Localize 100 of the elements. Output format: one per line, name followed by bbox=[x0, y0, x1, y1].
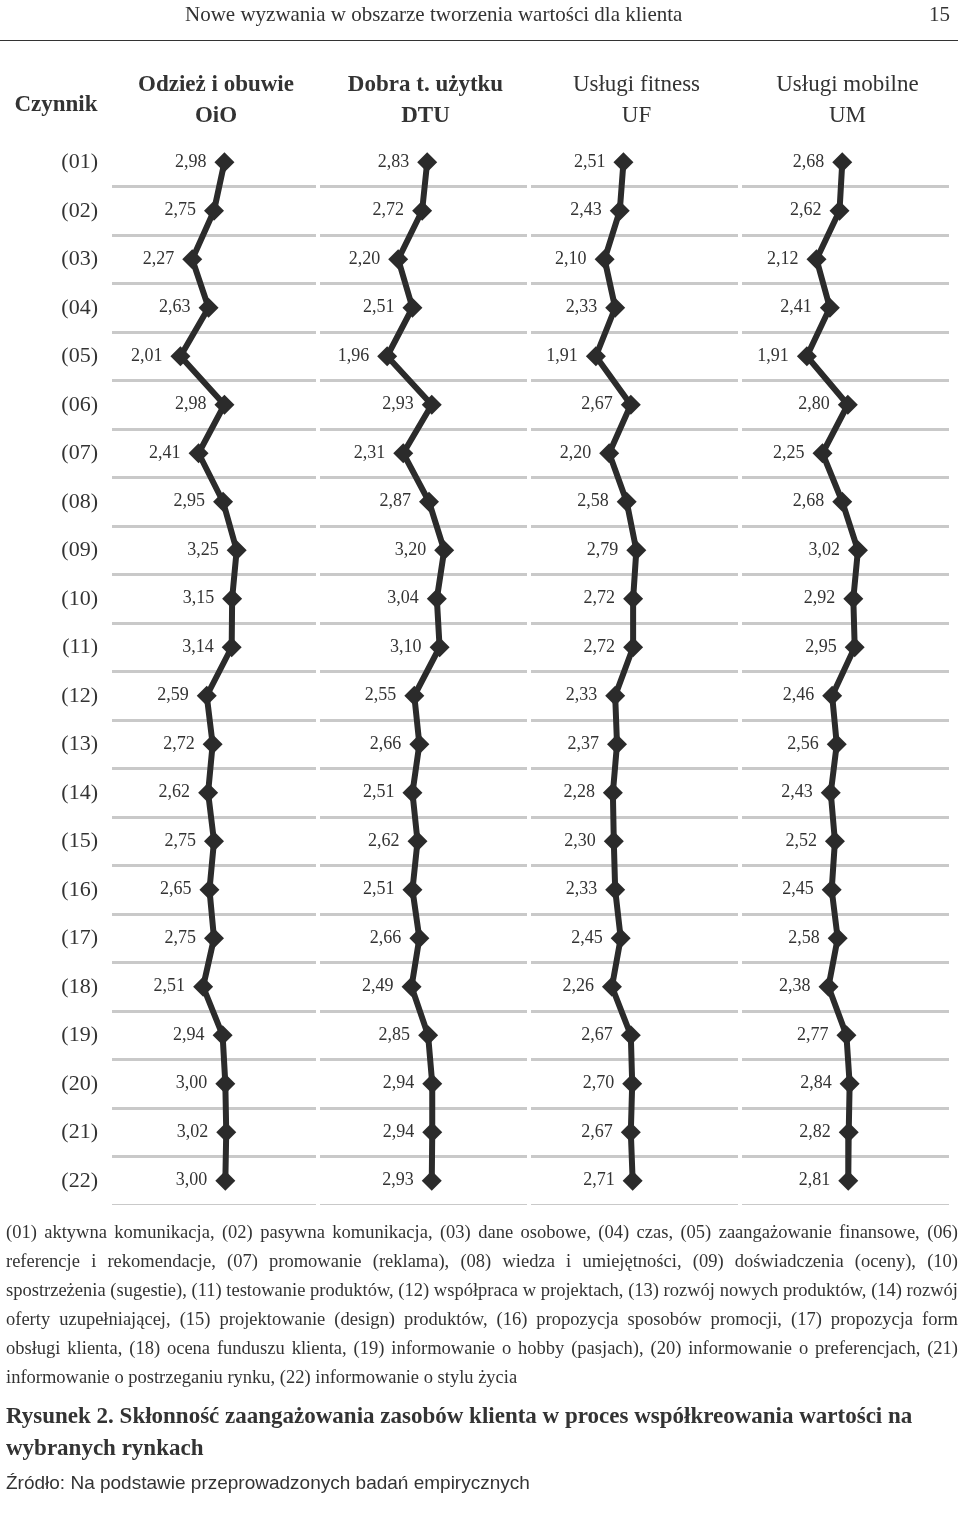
point bbox=[407, 831, 428, 852]
text: (01) aktywna komunikacja, (02) pasywna komunikacja, (03) dane osobowe, (04) czas, (05) zaangażowanie finansowe, (06) referencje i rekomendacje, (07) promowanie (reklama), (08) wiedza i umiejętności, (09) doświadczenia (oceny), (10) spostrzeżenia (sugestie), (11) testowanie produktów, (12) współpraca w projektach, (13) rozwój nowych produktów, (14) rozwój oferty uzupełniającej, (15) projektowanie (design) produktów, (16) propozycja sposobów promocji, (17) propozycja form obsługi klienta, (18) ocena funduszu klienta, (19) informowanie o hobby (pasjach), (20) informowanie o preferencjach, (21) informowanie o postrzeganiu rynku, (22) informowanie o stylu życia bbox=[6, 1221, 958, 1389]
data-label: 2,37 bbox=[567, 732, 600, 753]
y-tick-label: (13) bbox=[61, 730, 98, 756]
data-label: 2,59 bbox=[157, 684, 189, 705]
point bbox=[393, 443, 414, 464]
data-label: 2,55 bbox=[364, 684, 397, 705]
data-label: 2,58 bbox=[577, 490, 609, 511]
data-label: 2,72 bbox=[372, 199, 405, 220]
point bbox=[824, 831, 845, 852]
y-tick-label: (17) bbox=[61, 924, 98, 950]
point bbox=[838, 1122, 859, 1143]
point bbox=[421, 1170, 442, 1191]
y-tick-label: (18) bbox=[61, 972, 98, 998]
text: 15 bbox=[929, 2, 950, 27]
point bbox=[605, 685, 626, 706]
point bbox=[421, 394, 442, 415]
data-label: 2,95 bbox=[805, 635, 837, 656]
y-tick-label: (06) bbox=[61, 390, 98, 416]
data-label: 2,43 bbox=[570, 199, 602, 220]
data-label: 2,72 bbox=[583, 635, 616, 656]
point bbox=[620, 394, 641, 415]
point bbox=[198, 782, 219, 803]
text: Nowe wyzwania w obszarze tworzenia wartości dla klienta bbox=[185, 2, 683, 27]
point bbox=[812, 443, 833, 464]
point bbox=[402, 879, 423, 900]
point bbox=[847, 540, 868, 561]
point bbox=[827, 928, 848, 949]
y-tick-label: (08) bbox=[61, 487, 98, 513]
data-label: 2,81 bbox=[798, 1169, 831, 1190]
data-label: 2,51 bbox=[153, 975, 186, 996]
data-label: 2,51 bbox=[362, 296, 395, 317]
point bbox=[610, 928, 631, 949]
data-label: 2,85 bbox=[378, 1023, 411, 1044]
point bbox=[199, 879, 220, 900]
data-label: 2,80 bbox=[798, 393, 830, 414]
point bbox=[622, 1073, 643, 1094]
point bbox=[796, 346, 817, 367]
y-tick-label: (22) bbox=[61, 1166, 98, 1192]
text: Rysunek 2. Skłonność zaangażowania zasobów klienta w proces współkreowania wartości na wybranych rynkach bbox=[6, 1402, 914, 1462]
point bbox=[821, 879, 842, 900]
point bbox=[837, 394, 858, 415]
point bbox=[193, 976, 214, 997]
point bbox=[377, 346, 398, 367]
point bbox=[204, 200, 224, 221]
y-tick-label: (11) bbox=[62, 633, 98, 659]
y-tick-label: (01) bbox=[61, 148, 98, 174]
data-label: 3,00 bbox=[175, 1072, 208, 1093]
y-tick-label: (10) bbox=[61, 584, 98, 610]
point bbox=[826, 734, 847, 755]
point bbox=[402, 782, 423, 803]
data-label: 2,83 bbox=[377, 150, 410, 171]
point bbox=[422, 1073, 443, 1094]
point bbox=[222, 588, 243, 609]
data-label: 2,38 bbox=[778, 975, 811, 996]
data-label: 2,98 bbox=[174, 393, 207, 414]
data-label: 2,45 bbox=[571, 926, 603, 947]
data-label: 3,25 bbox=[187, 538, 219, 559]
point bbox=[388, 249, 409, 270]
y-tick-label: (05) bbox=[61, 342, 98, 368]
point bbox=[605, 297, 626, 318]
data-label: 2,75 bbox=[164, 926, 196, 947]
y-tick-label: (15) bbox=[61, 827, 98, 853]
data-label: 2,87 bbox=[379, 490, 412, 511]
data-label: 2,49 bbox=[362, 975, 394, 996]
point bbox=[585, 346, 606, 367]
y-tick-label: (02) bbox=[61, 196, 98, 222]
point bbox=[412, 200, 433, 221]
data-label: 2,68 bbox=[792, 150, 825, 171]
data-label: 1,96 bbox=[337, 344, 370, 365]
data-label: 2,72 bbox=[583, 587, 616, 608]
data-label: 2,33 bbox=[565, 296, 598, 317]
point bbox=[620, 1122, 641, 1143]
data-label: 2,84 bbox=[800, 1072, 832, 1093]
data-label: 2,94 bbox=[382, 1072, 415, 1093]
data-label: 2,71 bbox=[583, 1169, 615, 1190]
data-label: 2,62 bbox=[158, 781, 191, 802]
point bbox=[623, 637, 644, 658]
data-label: 3,04 bbox=[387, 587, 419, 608]
data-label: 2,62 bbox=[368, 829, 400, 850]
data-label: 2,41 bbox=[780, 296, 812, 317]
data-label: 2,51 bbox=[362, 878, 395, 899]
y-tick-label: (07) bbox=[61, 439, 98, 465]
y-tick-label: (12) bbox=[61, 681, 98, 707]
data-label: 2,67 bbox=[581, 393, 613, 414]
data-label: 2,33 bbox=[565, 878, 598, 899]
data-label: 2,66 bbox=[369, 732, 402, 753]
point bbox=[401, 976, 422, 997]
point bbox=[843, 588, 864, 609]
data-label: 2,46 bbox=[782, 684, 815, 705]
data-label: 2,70 bbox=[582, 1072, 615, 1093]
data-label: 3,10 bbox=[390, 635, 422, 656]
data-label: 2,01 bbox=[130, 344, 163, 365]
data-label: 3,14 bbox=[182, 635, 214, 656]
point bbox=[605, 879, 626, 900]
data-label: 2,77 bbox=[796, 1023, 829, 1044]
data-label: 3,02 bbox=[176, 1120, 209, 1141]
data-label: 2,94 bbox=[173, 1023, 205, 1044]
chart-title: Usługi fitness UF bbox=[571, 70, 702, 129]
point bbox=[839, 1073, 860, 1094]
